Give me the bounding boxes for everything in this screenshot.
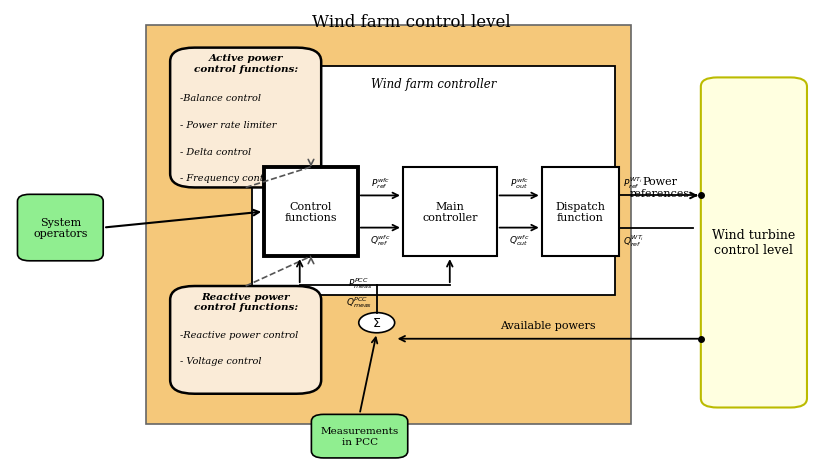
Text: $Q_{out}^{wfc}$: $Q_{out}^{wfc}$ (509, 233, 529, 248)
Text: $Q_{meas}^{PCC}$: $Q_{meas}^{PCC}$ (347, 294, 372, 309)
Text: -Reactive power control: -Reactive power control (180, 330, 298, 339)
Text: $Q_{ref}^{WT_i}$: $Q_{ref}^{WT_i}$ (623, 233, 644, 249)
FancyBboxPatch shape (252, 67, 615, 295)
FancyBboxPatch shape (145, 25, 631, 424)
Text: Measurements
in PCC: Measurements in PCC (321, 426, 399, 446)
FancyBboxPatch shape (170, 49, 321, 188)
Text: $P_{out}^{wfc}$: $P_{out}^{wfc}$ (510, 175, 529, 190)
Text: Control
functions: Control functions (284, 201, 337, 223)
Text: Wind turbine
control level: Wind turbine control level (713, 229, 796, 257)
Text: Main
controller: Main controller (422, 201, 478, 223)
Text: - Delta control: - Delta control (180, 147, 251, 156)
Text: Wind farm control level: Wind farm control level (312, 14, 510, 31)
Text: Active power
control functions:: Active power control functions: (193, 54, 298, 73)
Text: Power
references: Power references (630, 177, 690, 198)
Text: Dispatch
function: Dispatch function (556, 201, 606, 223)
FancyBboxPatch shape (264, 168, 358, 257)
Text: Available powers: Available powers (500, 321, 596, 331)
FancyBboxPatch shape (17, 195, 104, 261)
Text: $P_{ref}^{wfc}$: $P_{ref}^{wfc}$ (371, 175, 390, 190)
Text: -Balance control: -Balance control (180, 94, 261, 103)
Text: - Voltage control: - Voltage control (180, 357, 261, 365)
Text: Wind farm controller: Wind farm controller (371, 78, 496, 91)
Text: - Power rate limiter: - Power rate limiter (180, 121, 276, 130)
FancyBboxPatch shape (312, 414, 408, 458)
Text: $P_{meas}^{PCC}$: $P_{meas}^{PCC}$ (349, 276, 372, 291)
FancyBboxPatch shape (170, 287, 321, 394)
FancyBboxPatch shape (542, 168, 619, 257)
Circle shape (358, 313, 395, 333)
Text: $Q_{ref}^{wfc}$: $Q_{ref}^{wfc}$ (370, 233, 390, 248)
FancyBboxPatch shape (701, 78, 807, 407)
FancyBboxPatch shape (403, 168, 496, 257)
Text: System
operators: System operators (33, 217, 88, 239)
Text: Reactive power
control functions:: Reactive power control functions: (193, 292, 298, 311)
Text: - Frequency control: - Frequency control (180, 174, 277, 183)
Text: $\Sigma$: $\Sigma$ (372, 317, 381, 330)
Text: $P_{ref}^{WT_i}$: $P_{ref}^{WT_i}$ (623, 175, 643, 190)
